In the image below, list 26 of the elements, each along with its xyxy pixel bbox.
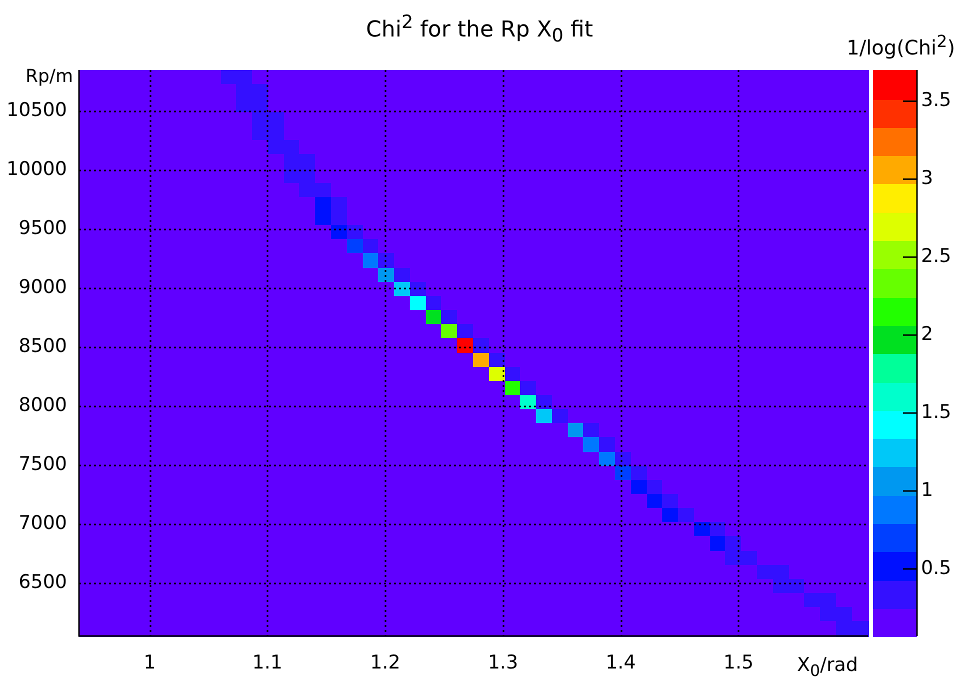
y-tick-label: 8000: [18, 394, 67, 416]
y-tick-label: 7000: [18, 512, 67, 534]
x-tick-label: 1.5: [723, 651, 754, 674]
y-tick-label: 9500: [18, 217, 67, 240]
color-bar-label: 3.5: [921, 89, 952, 112]
x-tick-label: 1.2: [370, 651, 400, 674]
color-bar-label: 1: [921, 478, 934, 502]
y-tick-label: 9000: [18, 276, 67, 298]
y-tick-label: 8500: [18, 335, 67, 358]
color-bar-label: 3: [921, 167, 934, 190]
y-tick-label: 10500: [6, 99, 67, 122]
y-axis-title: Rp/m: [25, 66, 73, 88]
color-bar-label: 1.5: [921, 401, 952, 424]
color-bar-label: 0.5: [921, 556, 952, 580]
color-bar-title: 1/log(Chi$^{2}$): [846, 32, 955, 60]
x-tick-label: 1.1: [252, 651, 283, 674]
color-bar-label: 2: [921, 323, 934, 346]
x-tick-label: 1.3: [488, 651, 518, 674]
y-tick-label: 7500: [18, 452, 67, 475]
color-bar-label: 2.5: [921, 245, 952, 268]
chart-title: Chi$^{2}$ for the Rp X$_{0}$ fit: [366, 12, 593, 47]
y-tick-label: 6500: [18, 570, 67, 593]
x-tick-label: 1.4: [606, 651, 636, 674]
y-tick-label: 10000: [6, 158, 67, 180]
x-axis-title: X$_{0}$/rad: [796, 654, 858, 680]
x-tick-label: 1: [144, 651, 156, 674]
